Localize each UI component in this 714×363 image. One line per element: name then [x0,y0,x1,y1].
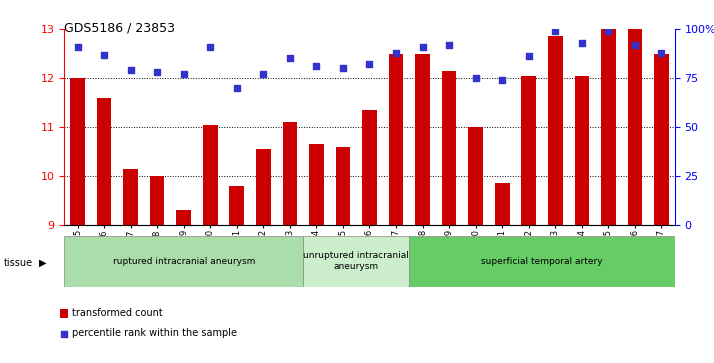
Bar [468,127,483,225]
Point [99,52,110,57]
Point [629,42,640,48]
Bar [416,53,430,225]
Bar [601,29,615,225]
Bar [495,183,510,225]
Point [231,85,243,91]
Bar [362,110,377,225]
Point [125,67,136,73]
Bar [150,176,164,225]
Bar [229,186,244,225]
Point [72,44,84,50]
Bar [442,71,456,225]
Bar [309,144,323,225]
Bar [70,78,85,225]
Point [523,54,535,60]
Point [443,42,455,48]
Bar [388,53,403,225]
Bar [654,53,669,225]
Bar [283,122,297,225]
Point [59,331,70,337]
Point [284,56,296,61]
Text: GDS5186 / 23853: GDS5186 / 23853 [64,22,175,35]
Text: transformed count: transformed count [72,309,163,318]
Bar [575,76,589,225]
Bar [628,29,642,225]
Point [417,44,428,50]
Point [311,64,322,69]
Point [391,50,402,56]
Point [363,61,376,67]
Bar [97,98,111,225]
Text: ruptured intracranial aneurysm: ruptured intracranial aneurysm [113,257,255,266]
Point [337,65,348,71]
Text: unruptured intracranial
aneurysm: unruptured intracranial aneurysm [303,251,409,272]
Point [151,69,163,75]
Text: superficial temporal artery: superficial temporal artery [481,257,603,266]
Text: ▶: ▶ [39,258,47,268]
Bar [64,236,303,287]
Bar [303,236,409,287]
Bar [521,76,536,225]
Bar [124,169,138,225]
Text: percentile rank within the sample: percentile rank within the sample [72,329,237,339]
Bar [203,125,218,225]
Bar [409,236,675,287]
Point [178,71,189,77]
Point [655,50,667,56]
Bar [336,147,351,225]
Point [576,40,588,46]
Point [496,77,508,83]
Bar [256,149,271,225]
Bar [176,210,191,225]
Text: tissue: tissue [4,258,33,268]
Point [204,44,216,50]
Bar [60,309,68,318]
Point [603,28,614,34]
Point [470,75,481,81]
Point [550,28,561,34]
Bar [548,36,563,225]
Point [258,71,269,77]
